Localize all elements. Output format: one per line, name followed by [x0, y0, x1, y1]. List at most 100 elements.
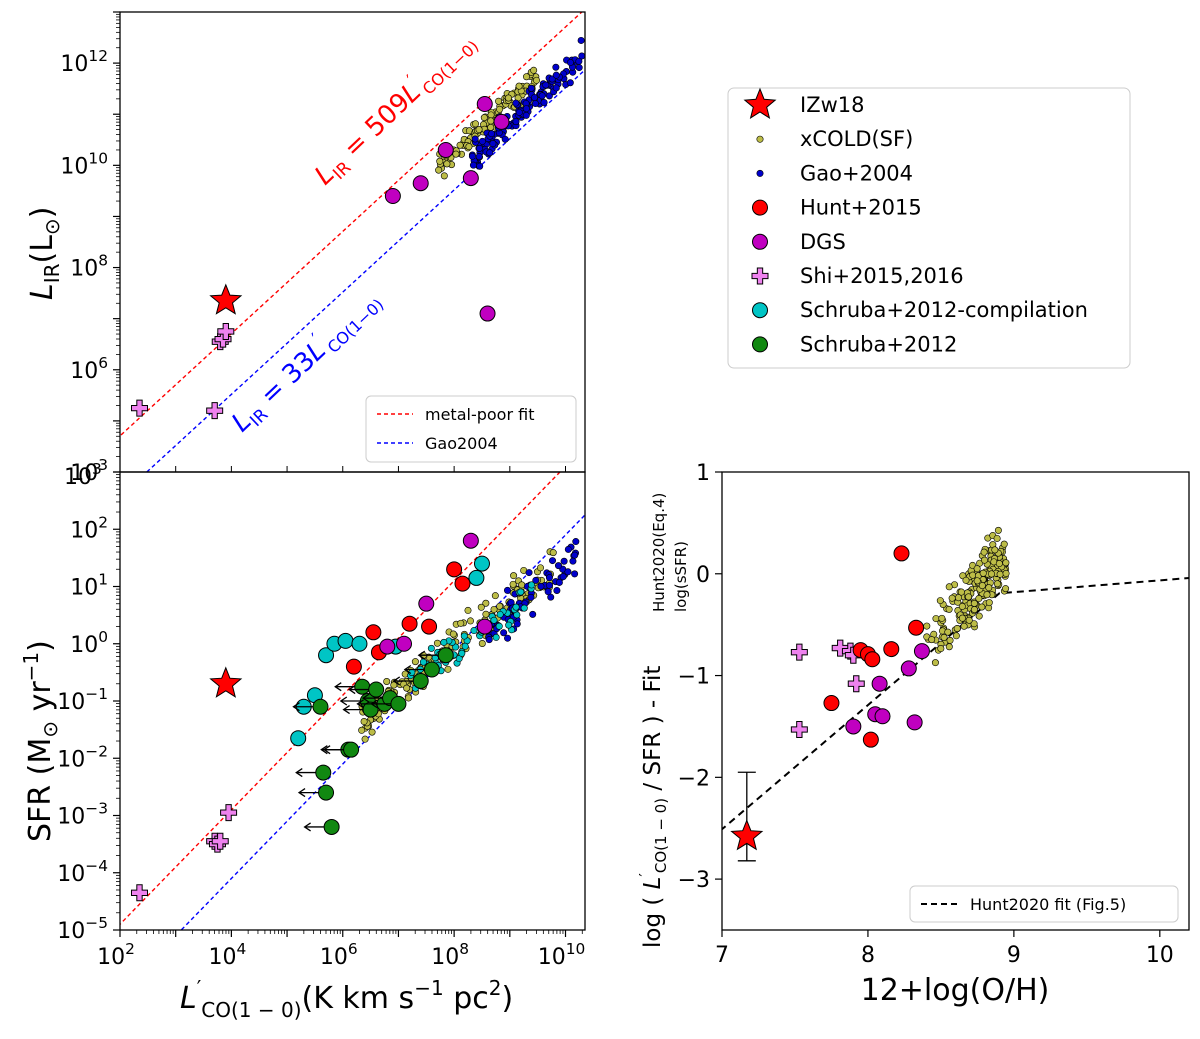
ytick-label: 10−4 — [57, 857, 108, 887]
gao-point — [525, 569, 533, 577]
xcold-point — [970, 599, 978, 607]
ytick-label: 10−1 — [57, 685, 108, 715]
hunt-2015-point — [454, 575, 471, 592]
dgs-point — [871, 675, 888, 692]
blue-fit-annotation: LIR = 33L′CO(1−0) — [223, 282, 388, 441]
hunt-2015-point — [823, 695, 840, 712]
schruba-comp-point — [470, 627, 478, 635]
dgs-point — [379, 638, 396, 655]
gao-point — [532, 576, 540, 584]
xcold-point — [518, 581, 526, 589]
right-ylabel-subscript: log(sSFR) — [672, 541, 690, 612]
schruba-comp-point — [512, 603, 520, 611]
gao-point — [575, 64, 583, 72]
gao-point — [468, 152, 476, 160]
xcold-point — [496, 105, 504, 113]
red-fit-annotation: LIR = 509L′CO(1−0) — [306, 23, 483, 194]
gao-point — [544, 588, 552, 596]
gao-point — [515, 108, 523, 116]
xcold-point — [991, 546, 999, 554]
gao-point — [553, 586, 561, 594]
sfr-red-fit-line — [120, 472, 561, 926]
xcold-point — [496, 602, 504, 610]
gao-point — [552, 84, 560, 92]
izw18-point — [209, 666, 243, 698]
schruba-2012-point — [423, 661, 440, 678]
schruba-comp-point — [505, 621, 513, 629]
xcold-point — [510, 572, 518, 580]
schruba-comp-point — [517, 588, 525, 596]
xtick-label: 106 — [320, 940, 358, 970]
dgs-point — [462, 532, 479, 549]
schruba-comp-point — [440, 638, 448, 646]
ytick-label: 100 — [70, 628, 108, 658]
legend-label-xcold-sf: xCOLD(SF) — [800, 127, 913, 151]
xcold-point — [931, 659, 939, 667]
upper-limit-arrowhead — [361, 693, 370, 703]
schruba-comp-point — [520, 604, 528, 612]
xcold-point — [981, 556, 989, 564]
top-left-plot-area — [120, 12, 585, 472]
xcold-point — [960, 622, 968, 630]
xcold-point — [940, 633, 948, 641]
gao-point — [537, 582, 545, 590]
legend-label-izw18: IZw18 — [800, 93, 864, 117]
gao-point — [512, 99, 520, 107]
gao-point — [542, 81, 550, 89]
schruba-comp-point — [460, 632, 468, 640]
xcold-point — [936, 597, 944, 605]
upper-limit-arrowhead — [292, 702, 300, 712]
xcold-point — [962, 576, 970, 584]
xcold-point — [436, 157, 444, 165]
xcold-point — [443, 160, 451, 168]
xcold-point — [444, 665, 452, 673]
xcold-point — [482, 599, 490, 607]
shi-2015-2016-point — [211, 832, 229, 850]
upper-limit-arrowhead — [334, 682, 342, 692]
schruba-2012-point — [315, 764, 332, 781]
xcold-point — [988, 570, 996, 578]
schruba-comp-point — [318, 647, 335, 664]
xcold-point — [452, 150, 460, 158]
xcold-point — [1000, 540, 1008, 548]
xcold-point — [482, 610, 490, 618]
xtick-label: 10 — [1146, 943, 1174, 968]
gao-point — [549, 557, 557, 565]
schruba-comp-point — [492, 633, 500, 641]
gao-point — [475, 153, 483, 161]
dgs-point — [437, 142, 454, 158]
xcold-point — [487, 123, 495, 131]
dgs-point — [479, 305, 496, 322]
top-left-ticks: 106 108 1010 1012 103 — [60, 11, 567, 490]
top-left-legend: metal-poor fit Gao2004 — [365, 395, 577, 463]
xcold-point — [533, 76, 541, 84]
xcold-point — [973, 577, 981, 585]
upper-limit-arrowhead — [342, 705, 350, 715]
xcold-point — [970, 620, 978, 628]
xtick-label: 102 — [97, 940, 135, 970]
xcold-point — [536, 564, 544, 572]
gao-point — [522, 105, 530, 113]
hunt-2015-point — [864, 651, 881, 668]
shi-2015-2016-point — [790, 720, 808, 738]
xtick-label: 7 — [715, 943, 729, 968]
xcold-point — [970, 606, 978, 614]
xcold-point — [995, 560, 1003, 568]
ytick-label: 1 — [696, 461, 710, 486]
right-legend: Hunt2020 fit (Fig.5) — [909, 885, 1179, 923]
hunt-2015-point — [862, 731, 879, 748]
upper-limit-arrowhead — [297, 788, 306, 798]
dgs-point — [396, 635, 413, 652]
xcold-point — [1002, 585, 1010, 593]
ytick-label: 106 — [70, 354, 108, 384]
corner-label-10e3: 103 — [64, 460, 102, 490]
xcold-point — [1002, 559, 1010, 567]
xcold-point — [457, 619, 465, 627]
shi-2015-2016-point — [217, 322, 235, 340]
gao-point — [513, 620, 521, 628]
schruba-comp-point — [473, 555, 490, 572]
legend-marker-gao-2004 — [756, 169, 764, 177]
xcold-point — [932, 615, 940, 623]
hunt-2015-point — [421, 618, 438, 635]
xcold-point — [472, 120, 480, 128]
